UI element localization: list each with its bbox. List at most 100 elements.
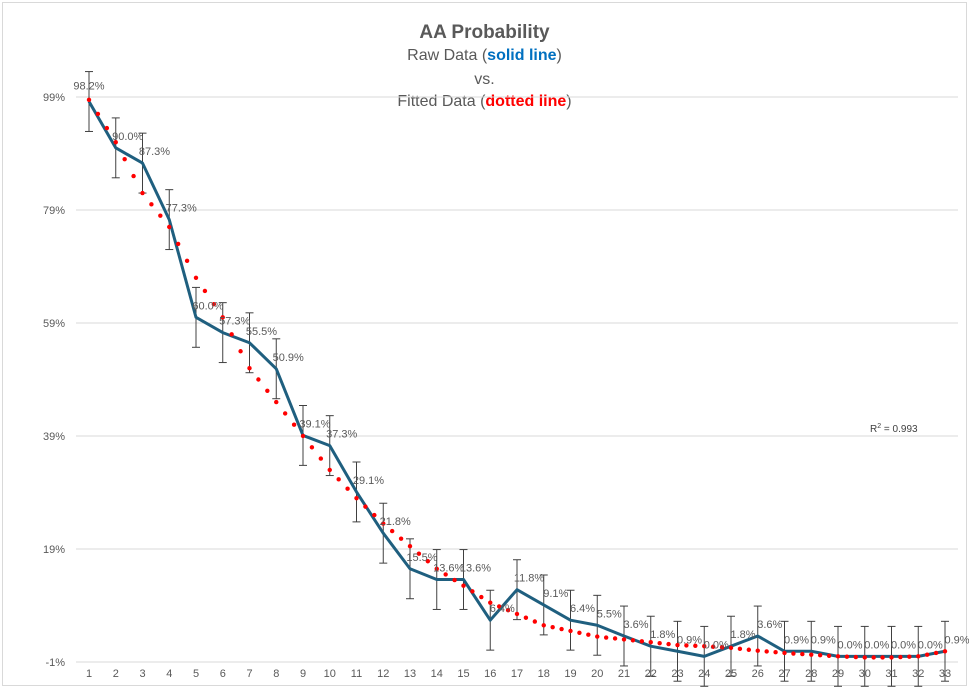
fitted-data-dot xyxy=(300,433,306,439)
y-tick-label: 19% xyxy=(43,544,65,556)
fitted-data-dot xyxy=(488,600,493,605)
subtitle-line-2: vs. xyxy=(474,71,495,88)
fitted-data-dot xyxy=(86,97,92,103)
y-tick-label: 79% xyxy=(43,205,65,217)
fitted-data-dot xyxy=(238,349,243,354)
subtitle-text: Raw Data ( xyxy=(407,47,488,64)
fitted-data-dot xyxy=(149,202,154,207)
fitted-data-dot xyxy=(104,125,110,131)
x-tick-label: 18 xyxy=(538,668,550,680)
fitted-data-dot xyxy=(550,624,555,630)
y-tick-label: 39% xyxy=(43,431,65,443)
x-tick-label: 12 xyxy=(377,668,389,680)
fitted-data-dot xyxy=(826,653,832,658)
data-label: 0.9% xyxy=(944,634,969,646)
subtitle-solid-line: solid line xyxy=(487,47,557,64)
fitted-data-dot xyxy=(862,655,867,660)
data-label: 39.1% xyxy=(299,418,330,430)
data-label: 0.9% xyxy=(811,634,836,646)
data-label: 0.0% xyxy=(864,639,889,651)
fitted-data-dot xyxy=(416,551,422,556)
subtitle-line-1: Raw Data (solid line) xyxy=(0,47,969,65)
fitted-data-dot xyxy=(942,649,948,654)
fitted-data-dot xyxy=(291,422,297,427)
x-tick-label: 1 xyxy=(86,668,92,680)
fitted-data-dot xyxy=(728,645,734,651)
x-tick-label: 6 xyxy=(220,668,226,680)
data-label: 29.1% xyxy=(353,475,384,487)
x-tick-label: 19 xyxy=(564,668,576,680)
data-label: 0.0% xyxy=(918,639,943,651)
data-label: 0.0% xyxy=(704,639,729,651)
fitted-data-dot xyxy=(755,648,760,653)
x-tick-label: 2 xyxy=(113,668,119,680)
fitted-data-dot xyxy=(256,377,261,382)
x-tick-label: 3 xyxy=(139,668,145,680)
fitted-data-dot xyxy=(345,486,350,491)
data-label: 3.6% xyxy=(623,619,648,631)
x-tick-label: 14 xyxy=(431,668,443,680)
fitted-data-dot xyxy=(639,639,645,644)
data-label: 21.8% xyxy=(380,516,411,528)
subtitle-text: ) xyxy=(556,47,562,64)
x-tick-label: 26 xyxy=(752,668,764,680)
fitted-data-dot xyxy=(933,650,939,656)
fitted-data-dot xyxy=(193,275,199,280)
y-tick-label: 99% xyxy=(43,92,65,104)
data-label: 6.4% xyxy=(490,603,515,615)
data-label: 13.6% xyxy=(433,563,464,575)
fitted-data-dot xyxy=(871,655,876,660)
data-label: 50.9% xyxy=(273,352,304,364)
fitted-data-dot xyxy=(764,649,769,654)
fitted-data-dot xyxy=(434,566,439,571)
data-label: 98.2% xyxy=(73,81,104,93)
fitted-data-dot xyxy=(791,651,796,656)
fitted-data-dot xyxy=(782,650,787,656)
fitted-data-dot xyxy=(675,642,680,648)
fitted-data-dot xyxy=(131,173,136,179)
fitted-data-dot xyxy=(175,241,181,247)
fitted-data-dot xyxy=(398,536,404,541)
fitted-data-dot xyxy=(612,636,618,641)
fitted-data-dot xyxy=(425,559,431,564)
fitted-data-dot xyxy=(737,646,743,652)
fitted-data-dot xyxy=(372,512,377,518)
data-label: 0.0% xyxy=(891,639,916,651)
data-label: 87.3% xyxy=(139,146,170,158)
x-tick-label: 9 xyxy=(300,668,306,680)
x-tick-label: 7 xyxy=(246,668,252,680)
data-label: 1.8% xyxy=(730,629,755,641)
fitted-data-dot xyxy=(648,640,653,645)
fitted-data-dot xyxy=(202,288,208,294)
fitted-data-dot xyxy=(167,224,172,230)
fitted-data-dot xyxy=(924,652,930,657)
data-label: 57.3% xyxy=(219,316,250,328)
fitted-data-dot xyxy=(407,543,413,549)
fitted-data-dot xyxy=(693,643,698,649)
fitted-data-dot xyxy=(523,615,529,620)
fitted-data-dot xyxy=(452,577,457,583)
fitted-data-dot xyxy=(853,654,859,660)
x-tick-label: 8 xyxy=(273,668,279,680)
fitted-data-dot xyxy=(211,301,217,307)
fitted-data-dot xyxy=(577,630,582,636)
fitted-data-dot xyxy=(880,655,885,660)
fitted-data-dot xyxy=(354,495,359,501)
chart-title: AA Probability xyxy=(419,22,550,43)
fitted-data-dot xyxy=(496,604,502,609)
fitted-data-dot xyxy=(898,654,903,660)
fitted-data-dot xyxy=(336,477,341,482)
fitted-data-dot xyxy=(889,655,894,660)
fitted-data-dot xyxy=(184,258,190,264)
fitted-data-dot xyxy=(470,589,475,594)
fitted-data-dot xyxy=(800,651,805,657)
fitted-data-dot xyxy=(274,399,279,405)
data-label: 9.1% xyxy=(543,588,568,600)
fitted-data-dot xyxy=(916,654,921,659)
fitted-data-dot xyxy=(684,643,689,648)
fitted-data-dot xyxy=(603,635,609,640)
fitted-data-dot xyxy=(158,213,163,218)
fitted-data-dot xyxy=(95,111,101,117)
fitted-data-dot xyxy=(907,654,912,659)
